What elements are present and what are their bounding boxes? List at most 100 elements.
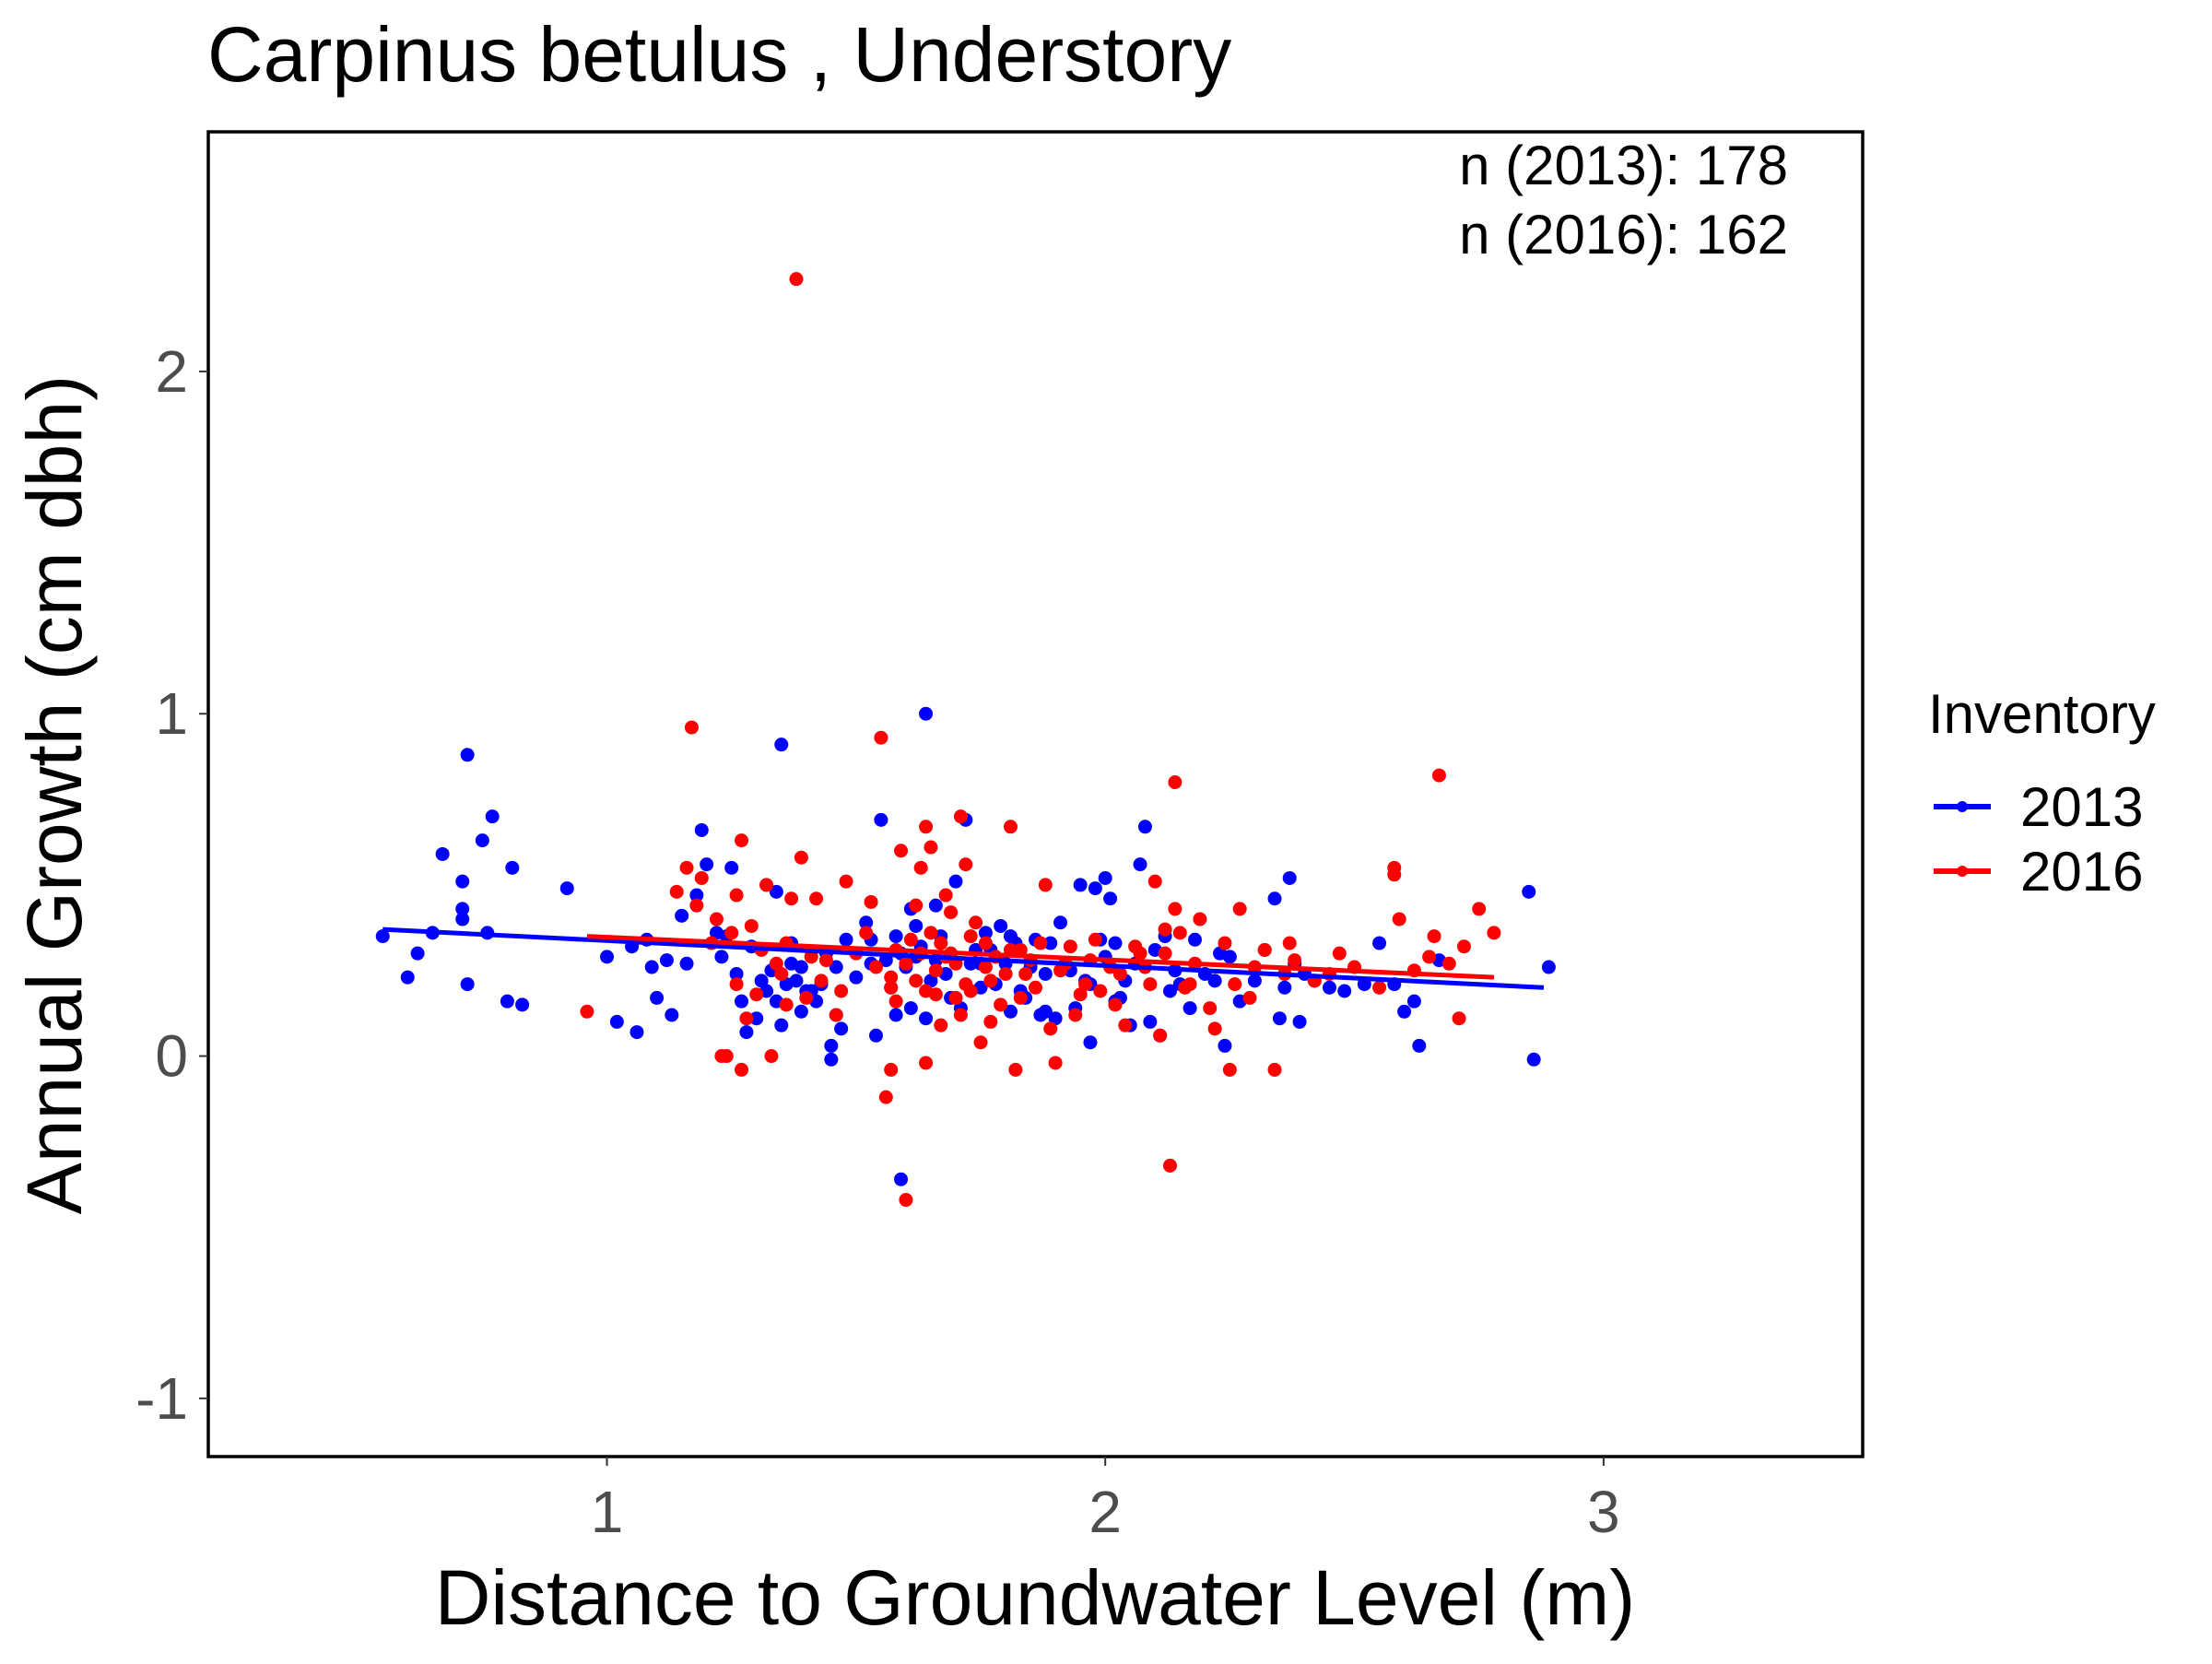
data-point-2013 [679,956,694,971]
data-point-2016 [1108,997,1123,1012]
data-point-2016 [1168,775,1182,790]
data-point-2013 [1337,984,1352,998]
data-point-2016 [969,915,983,930]
data-point-2016 [1162,1158,1177,1173]
data-point-2016 [1172,926,1187,940]
data-point-2013 [485,809,500,824]
data-point-2013 [1213,946,1228,961]
data-point-2016 [909,974,924,988]
data-point-2013 [919,706,934,721]
data-point-2016 [953,809,968,824]
data-point-2016 [864,894,878,909]
data-point-2013 [849,970,864,985]
data-point-2016 [684,720,699,735]
data-point-2013 [1143,1014,1158,1029]
data-point-2016 [679,860,694,875]
data-point-2013 [629,1025,644,1040]
data-point-2016 [938,888,953,903]
data-point-2016 [724,926,739,940]
data-point-2013 [1182,1001,1197,1016]
data-point-2013 [1003,929,1018,944]
data-point-2013 [834,1021,849,1036]
data-point-2016 [1178,980,1193,995]
data-point-2016 [769,956,783,971]
data-point-2016 [1013,942,1028,957]
data-point-2013 [700,857,714,872]
data-point-2016 [1487,926,1501,940]
data-point-2013 [1073,878,1088,892]
data-point-2013 [1188,932,1203,947]
data-point-2013 [1207,974,1222,988]
data-point-2016 [709,912,724,926]
data-point-2016 [909,898,924,913]
trend-line-2013 [382,926,1545,990]
data-point-2016 [1088,932,1102,947]
data-point-2016 [953,1008,968,1022]
data-point-2016 [1093,984,1108,998]
data-point-2016 [744,918,759,933]
annotation-n-2013: n (2013): 178 [1459,135,1788,196]
legend: Inventory 2013 2016 [1928,683,2156,903]
data-point-2016 [884,1062,899,1077]
data-point-2016 [1472,902,1487,916]
data-point-2016 [1257,942,1272,957]
data-point-2013 [1043,936,1058,950]
x-tick-label: 2 [1088,1479,1122,1545]
data-point-2016 [719,1049,734,1064]
data-point-2013 [689,888,704,903]
data-point-2013 [1048,1011,1063,1026]
data-point-2016 [903,932,918,947]
data-point-2013 [774,1018,789,1033]
legend-marker-2013 [1957,801,1968,812]
data-point-2016 [1452,1011,1466,1026]
data-point-2013 [475,833,489,848]
legend-item-2016: 2016 [1934,841,2143,903]
data-point-2016 [1372,980,1387,995]
data-point-2016 [1158,922,1172,937]
data-point-2016 [1068,1008,1083,1022]
plot-panel-border [206,130,1865,1458]
data-point-2016 [973,1035,988,1050]
data-point-2016 [1218,936,1232,950]
legend-label-2013: 2013 [2020,776,2143,838]
data-point-2016 [1441,956,1456,971]
data-point-2013 [1003,1004,1018,1019]
data-point-2013 [1277,980,1292,995]
data-point-2013 [978,926,993,940]
data-point-2013 [665,1008,679,1022]
data-point-2016 [1112,966,1127,981]
data-point-2016 [729,888,744,903]
data-point-2016 [784,891,799,906]
x-axis-label: Distance to Groundwater Level (m) [435,1554,1636,1641]
data-point-2016 [1153,1028,1168,1043]
data-point-2013 [1083,1035,1098,1050]
data-point-2013 [1088,881,1102,896]
data-point-2016 [729,977,744,992]
data-point-2016 [934,936,948,950]
data-point-2013 [1053,915,1068,930]
data-point-2016 [735,1062,749,1077]
data-point-2016 [899,956,913,971]
chart-title: Carpinus betulus , Understory [207,11,1231,98]
data-point-2013 [888,1008,903,1022]
y-tick-label: 0 [155,1023,188,1090]
data-point-2013 [609,1014,624,1029]
y-tick-label: 1 [155,680,188,747]
data-point-2013 [410,946,425,961]
data-point-2016 [774,966,789,981]
data-point-2013 [1108,936,1123,950]
data-point-2013 [714,950,729,964]
data-point-2016 [948,990,963,1005]
data-point-2016 [1203,1001,1218,1016]
data-point-2016 [1392,912,1406,926]
data-point-2013 [1406,994,1421,1009]
data-point-2016 [799,990,814,1005]
data-point-2013 [749,1011,764,1026]
data-point-2016 [1043,1021,1058,1036]
data-point-2016 [1063,939,1077,954]
data-point-2016 [759,878,774,892]
data-point-2013 [729,966,744,981]
data-point-2013 [888,929,903,944]
data-point-2016 [1431,768,1446,783]
